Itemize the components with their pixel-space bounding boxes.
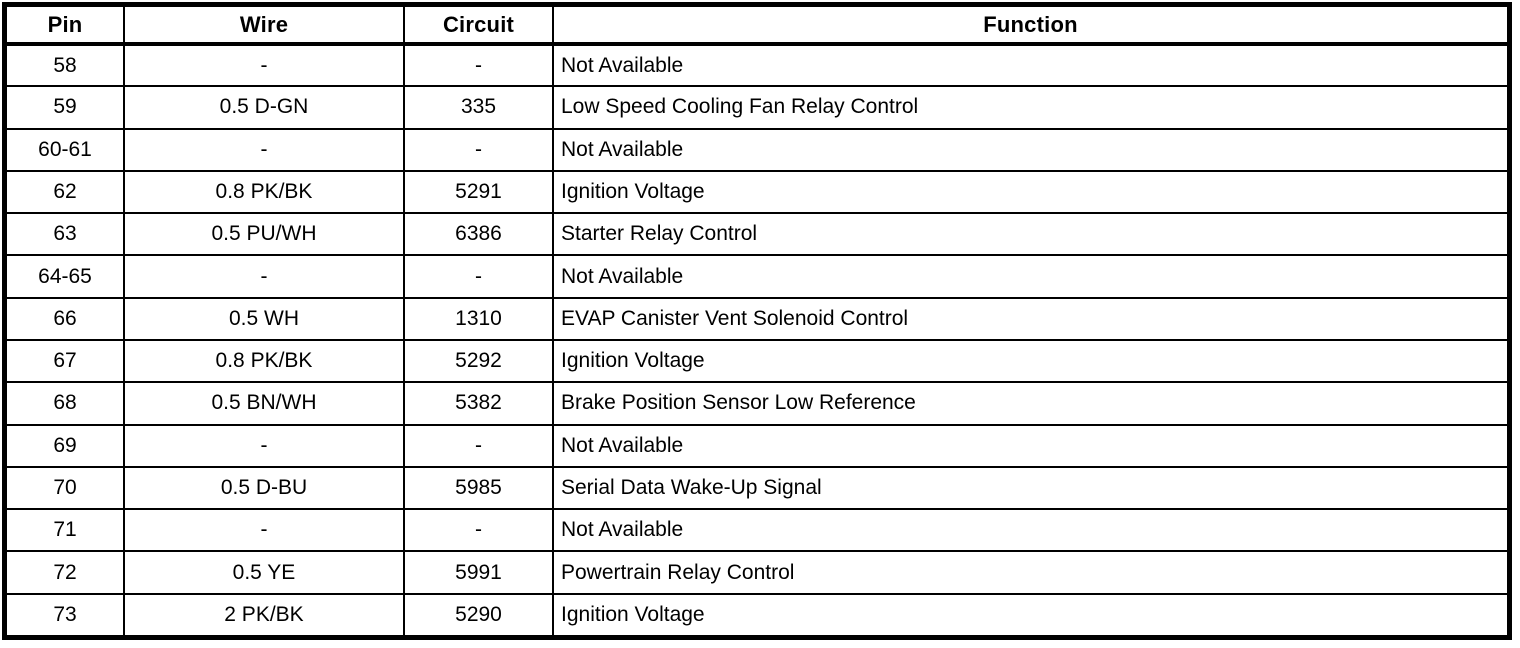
cell-function: Not Available <box>552 254 1509 299</box>
table-row: 63 0.5 PU/WH 6386 Starter Relay Control <box>5 212 1509 257</box>
table-row: 64-65 - - Not Available <box>5 254 1509 299</box>
table-row: 59 0.5 D-GN 335 Low Speed Cooling Fan Re… <box>5 85 1509 130</box>
cell-pin: 59 <box>5 85 125 130</box>
cell-pin: 71 <box>5 508 125 553</box>
cell-function: Ignition Voltage <box>552 169 1509 215</box>
connector-pinout-table-page: Pin Wire Circuit Function 58 - - Not Ava… <box>2 2 1512 640</box>
table-header-row: Pin Wire Circuit Function <box>5 5 1509 46</box>
cell-circuit: - <box>403 127 554 172</box>
cell-function: Not Available <box>552 508 1509 553</box>
cell-circuit: - <box>403 423 554 468</box>
cell-pin: 64-65 <box>5 254 125 299</box>
cell-wire: - <box>123 42 405 88</box>
cell-pin: 70 <box>5 465 125 511</box>
table-row: 72 0.5 YE 5991 Powertrain Relay Control <box>5 550 1509 595</box>
cell-wire: 0.5 WH <box>123 296 405 341</box>
table-row: 60-61 - - Not Available <box>5 127 1509 172</box>
cell-function: Brake Position Sensor Low Reference <box>552 381 1509 426</box>
cell-circuit: 1310 <box>403 296 554 341</box>
cell-function: Powertrain Relay Control <box>552 550 1509 595</box>
cell-wire: 0.5 D-GN <box>123 85 405 130</box>
cell-circuit: 5382 <box>403 381 554 426</box>
cell-circuit: 5290 <box>403 592 554 638</box>
cell-pin: 73 <box>5 592 125 638</box>
table-row: 70 0.5 D-BU 5985 Serial Data Wake-Up Sig… <box>5 465 1509 511</box>
cell-function: Not Available <box>552 42 1509 88</box>
cell-pin: 60-61 <box>5 127 125 172</box>
cell-wire: 2 PK/BK <box>123 592 405 638</box>
cell-wire: 0.8 PK/BK <box>123 338 405 384</box>
cell-circuit: - <box>403 254 554 299</box>
table-row: 73 2 PK/BK 5290 Ignition Voltage <box>5 592 1509 638</box>
cell-wire: 0.5 YE <box>123 550 405 595</box>
cell-wire: - <box>123 254 405 299</box>
cell-circuit: 6386 <box>403 212 554 257</box>
cell-circuit: 335 <box>403 85 554 130</box>
cell-function: Not Available <box>552 127 1509 172</box>
cell-pin: 58 <box>5 42 125 88</box>
cell-wire: - <box>123 423 405 468</box>
cell-pin: 67 <box>5 338 125 384</box>
col-header-pin: Pin <box>5 5 125 46</box>
col-header-wire: Wire <box>123 5 405 46</box>
cell-circuit: 5991 <box>403 550 554 595</box>
cell-pin: 69 <box>5 423 125 468</box>
cell-circuit: 5985 <box>403 465 554 511</box>
table-row: 62 0.8 PK/BK 5291 Ignition Voltage <box>5 169 1509 215</box>
cell-circuit: - <box>403 508 554 553</box>
table-row: 66 0.5 WH 1310 EVAP Canister Vent Soleno… <box>5 296 1509 341</box>
table-row: 68 0.5 BN/WH 5382 Brake Position Sensor … <box>5 381 1509 426</box>
table-row: 58 - - Not Available <box>5 42 1509 88</box>
cell-pin: 66 <box>5 296 125 341</box>
cell-function: Not Available <box>552 423 1509 468</box>
cell-pin: 62 <box>5 169 125 215</box>
col-header-circuit: Circuit <box>403 5 554 46</box>
cell-pin: 63 <box>5 212 125 257</box>
cell-function: EVAP Canister Vent Solenoid Control <box>552 296 1509 341</box>
connector-pinout-table: Pin Wire Circuit Function 58 - - Not Ava… <box>5 5 1509 638</box>
cell-wire: - <box>123 127 405 172</box>
cell-pin: 72 <box>5 550 125 595</box>
cell-wire: 0.5 PU/WH <box>123 212 405 257</box>
cell-wire: 0.8 PK/BK <box>123 169 405 215</box>
cell-function: Ignition Voltage <box>552 592 1509 638</box>
cell-wire: - <box>123 508 405 553</box>
cell-wire: 0.5 D-BU <box>123 465 405 511</box>
cell-circuit: 5291 <box>403 169 554 215</box>
table-row: 71 - - Not Available <box>5 508 1509 553</box>
table-row: 67 0.8 PK/BK 5292 Ignition Voltage <box>5 338 1509 384</box>
col-header-function: Function <box>552 5 1509 46</box>
cell-function: Serial Data Wake-Up Signal <box>552 465 1509 511</box>
table-row: 69 - - Not Available <box>5 423 1509 468</box>
cell-function: Starter Relay Control <box>552 212 1509 257</box>
cell-circuit: - <box>403 42 554 88</box>
cell-pin: 68 <box>5 381 125 426</box>
cell-wire: 0.5 BN/WH <box>123 381 405 426</box>
cell-function: Low Speed Cooling Fan Relay Control <box>552 85 1509 130</box>
cell-circuit: 5292 <box>403 338 554 384</box>
cell-function: Ignition Voltage <box>552 338 1509 384</box>
